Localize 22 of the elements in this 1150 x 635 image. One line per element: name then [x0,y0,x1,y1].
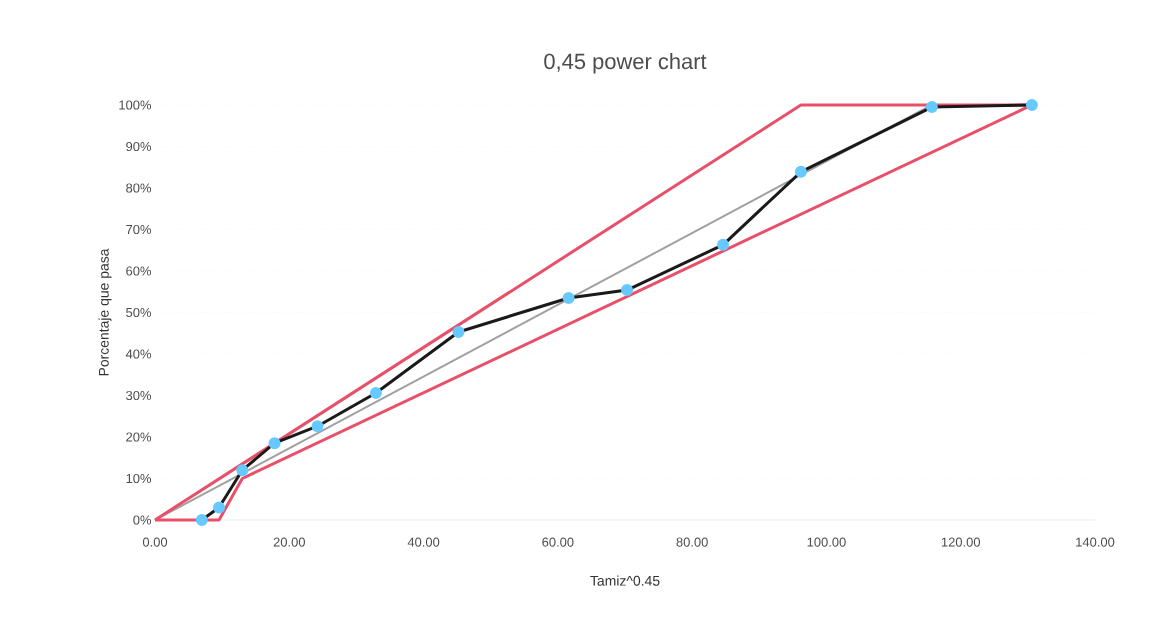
x-tick-label: 0.00 [142,537,168,547]
x-tick-label: 120.00 [941,537,981,547]
y-tick-label: 30% [126,390,152,401]
x-tick-label: 60.00 [542,537,574,547]
y-tick-label: 90% [126,141,152,152]
y-tick-label: 40% [125,349,152,359]
y-tick-label: 80% [126,183,152,193]
y-tick-label: 100% [119,100,152,110]
y-tick-label: 20% [126,432,152,442]
x-tick-label: 20.00 [273,537,305,547]
y-tick-label: 50% [126,307,152,318]
x-tick-label: 40.00 [407,537,440,547]
x-tick-label: 100.00 [807,537,846,547]
x-tick-label: 80.00 [676,537,708,547]
y-axis-title: Porcentaje que pasa [98,248,112,376]
y-tick-label: 10% [126,473,152,484]
y-tick-label: 0% [133,515,152,525]
y-tick-label: 60% [126,266,152,276]
x-tick-label: 140.00 [1076,537,1115,547]
x-axis-title: Tamiz^0.45 [590,575,660,586]
chart-title: 0,45 power chart [544,53,707,74]
y-tick-label: 70% [126,224,152,235]
